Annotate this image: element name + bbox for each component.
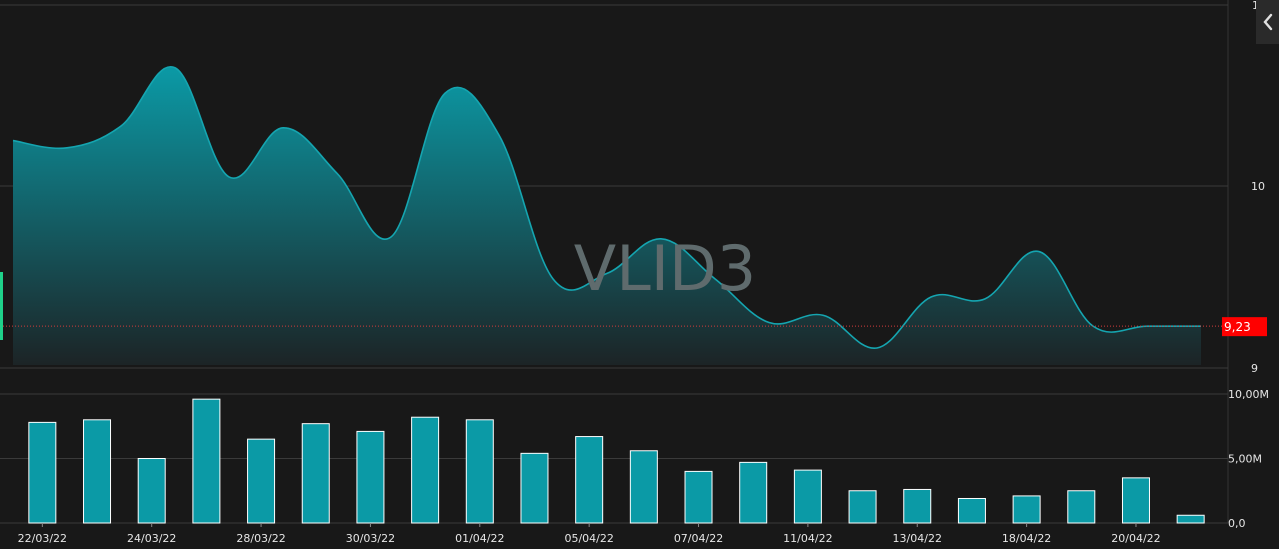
chevron-left-icon — [1262, 13, 1272, 31]
selection-marker — [0, 272, 3, 340]
volume-bar — [28, 421, 57, 524]
volume-bar — [848, 490, 877, 524]
x-axis-tick: 05/04/22 — [564, 532, 613, 545]
x-axis-tick: 20/04/22 — [1111, 532, 1160, 545]
volume-bar — [192, 398, 221, 524]
volume-bar — [465, 419, 494, 524]
volume-bar — [520, 452, 549, 524]
x-axis-tick: 18/04/22 — [1002, 532, 1051, 545]
x-axis-tick: 07/04/22 — [674, 532, 723, 545]
collapse-panel-button[interactable] — [1256, 0, 1279, 44]
price-axis-tick: 10 — [1251, 180, 1265, 193]
volume-axis-tick: 5,00M — [1228, 453, 1262, 466]
x-axis-tick: 28/03/22 — [236, 532, 285, 545]
volume-bar — [739, 461, 768, 524]
price-axis-tick: 9 — [1251, 362, 1258, 375]
price-area — [13, 66, 1201, 366]
volume-bar — [301, 423, 330, 524]
volume-bar — [1121, 477, 1150, 524]
volume-bar — [629, 450, 658, 524]
last-price-badge — [1222, 317, 1267, 337]
volume-bar — [137, 458, 166, 524]
watermark-text: VLID3 — [574, 232, 756, 305]
x-axis-tick: 22/03/22 — [18, 532, 67, 545]
x-axis-tick: 30/03/22 — [346, 532, 395, 545]
price-axis-tick-top: 1 — [1252, 0, 1259, 12]
volume-bar — [247, 438, 276, 524]
x-axis-tick: 24/03/22 — [127, 532, 176, 545]
x-axis-tick: 11/04/22 — [783, 532, 832, 545]
volume-bar — [411, 416, 440, 524]
volume-axis-tick: 0,0 — [1228, 517, 1246, 530]
volume-bar — [1176, 514, 1205, 524]
price-line — [12, 65, 1201, 349]
x-axis-tick: 01/04/22 — [455, 532, 504, 545]
volume-bar — [793, 469, 822, 524]
last-price-label: 9,23 — [1224, 320, 1251, 334]
x-axis-tick: 13/04/22 — [893, 532, 942, 545]
volume-axis-tick: 10,00M — [1228, 388, 1269, 401]
volume-bar — [356, 430, 385, 524]
volume-bar — [684, 470, 713, 524]
volume-bar — [575, 436, 604, 524]
volume-bar — [1012, 495, 1041, 524]
volume-bar — [83, 419, 112, 524]
volume-bar — [903, 488, 932, 524]
volume-bar — [957, 497, 986, 524]
volume-bar — [1067, 490, 1096, 524]
